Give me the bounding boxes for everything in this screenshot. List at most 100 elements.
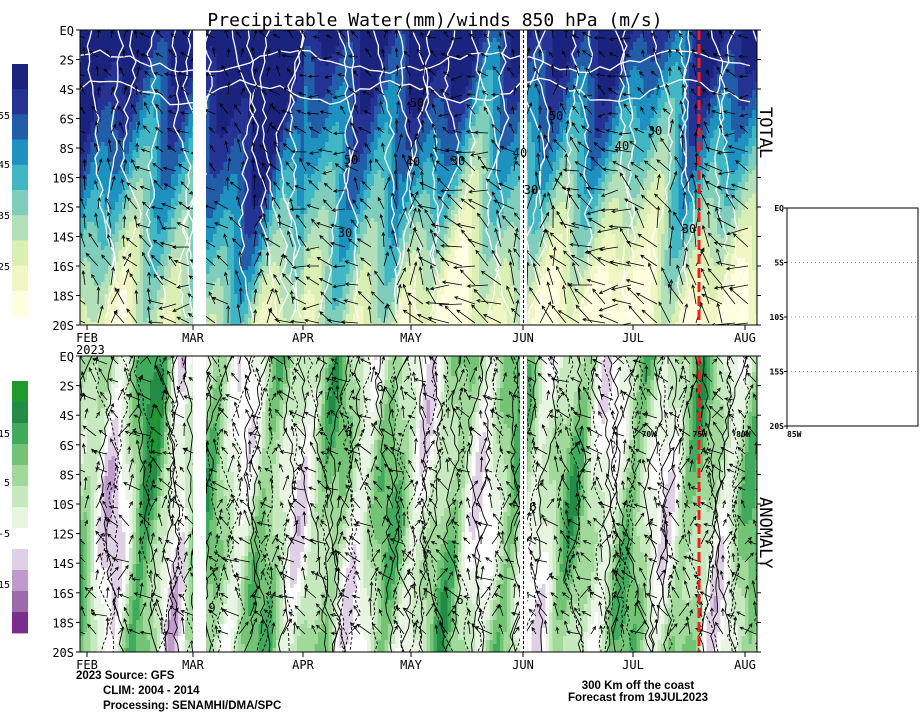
- field-cell: [160, 82, 169, 87]
- wind-vector: [561, 50, 567, 58]
- field-cell: [493, 74, 501, 79]
- field-cell: [384, 238, 393, 243]
- field-cell: [682, 154, 701, 159]
- field-cell: [290, 94, 298, 99]
- field-cell: [377, 78, 386, 83]
- field-cell: [230, 302, 239, 307]
- field-cell: [692, 190, 701, 195]
- field-cell: [650, 166, 669, 171]
- field-cell: [598, 50, 627, 55]
- field-cell: [570, 54, 578, 59]
- field-cell: [251, 182, 267, 187]
- field-cell: [304, 130, 312, 135]
- field-cell: [160, 94, 169, 99]
- field-cell: [545, 278, 561, 283]
- field-cell: [741, 34, 757, 39]
- field-cell: [230, 310, 249, 315]
- field-cell: [748, 198, 757, 203]
- field-cell: [650, 306, 655, 311]
- field-cell: [678, 318, 683, 323]
- field-cell: [437, 310, 470, 315]
- field-cell: [426, 158, 431, 163]
- field-cell: [454, 206, 459, 211]
- field-cell: [549, 226, 571, 231]
- field-cell: [748, 142, 757, 147]
- field-cell: [531, 282, 540, 287]
- field-cell: [237, 106, 249, 111]
- field-cell: [405, 66, 410, 71]
- field-cell: [360, 98, 372, 103]
- field-cell: [377, 302, 393, 307]
- field-cell: [80, 298, 85, 303]
- field-cell: [727, 282, 750, 287]
- field-cell: [139, 178, 144, 183]
- field-cell: [143, 302, 155, 307]
- field-cell: [748, 266, 753, 271]
- field-cell: [650, 254, 659, 259]
- field-cell: [692, 210, 701, 215]
- field-cell: [647, 94, 652, 99]
- field-cell: [328, 134, 344, 139]
- wind-vector: [224, 30, 229, 39]
- field-cell: [682, 290, 687, 295]
- field-cell: [349, 102, 354, 107]
- field-cell: [563, 154, 578, 159]
- field-cell: [83, 174, 88, 179]
- wind-vector: [729, 30, 736, 39]
- field-cell: [706, 234, 722, 239]
- field-cell: [685, 234, 694, 239]
- field-cell: [503, 258, 508, 263]
- field-cell: [419, 106, 431, 111]
- field-cell: [356, 282, 372, 287]
- field-cell: [129, 222, 141, 227]
- field-cell: [570, 258, 589, 263]
- wind-vector: [226, 48, 231, 58]
- field-cell: [132, 258, 141, 263]
- field-cell: [384, 226, 389, 231]
- field-cell: [479, 198, 484, 203]
- field-cell: [675, 38, 687, 43]
- field-cell: [167, 254, 190, 259]
- field-cell: [346, 82, 354, 87]
- field-cell: [122, 190, 127, 195]
- field-cell: [136, 306, 144, 311]
- field-cell: [647, 154, 655, 159]
- field-cell: [748, 154, 757, 159]
- field-cell: [297, 194, 305, 199]
- field-cell: [748, 278, 757, 283]
- field-cell: [188, 246, 197, 251]
- field-cell: [262, 306, 274, 311]
- field-cell: [167, 46, 172, 51]
- field-cell: [689, 306, 701, 311]
- field-cell: [706, 134, 715, 139]
- field-cell: [139, 242, 144, 247]
- field-cell: [598, 266, 610, 271]
- field-cell: [209, 294, 225, 299]
- field-cell: [489, 186, 498, 191]
- field-cell: [573, 134, 585, 139]
- field-cell: [286, 146, 302, 151]
- field-cell: [545, 246, 550, 251]
- contour-line: [645, 30, 674, 319]
- field-cell: [545, 102, 561, 107]
- contour-line: [676, 30, 691, 319]
- field-cell: [692, 38, 697, 43]
- field-cell: [304, 286, 323, 291]
- field-cell: [503, 90, 522, 95]
- field-cell: [143, 242, 151, 247]
- contour-line: [707, 30, 748, 319]
- wind-vector: [180, 52, 190, 58]
- field-cell: [594, 86, 599, 91]
- field-cell: [430, 130, 438, 135]
- field-cell: [227, 254, 235, 259]
- field-cell: [381, 130, 389, 135]
- field-cell: [752, 250, 757, 255]
- field-cell: [692, 254, 711, 259]
- field-cell: [675, 122, 680, 127]
- field-cell: [153, 214, 169, 219]
- field-cell: [689, 102, 697, 107]
- field-cell: [724, 58, 736, 63]
- field-cell: [283, 310, 295, 315]
- field-cell: [703, 122, 711, 127]
- field-cell: [405, 122, 424, 127]
